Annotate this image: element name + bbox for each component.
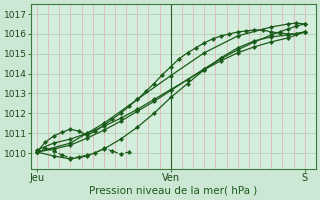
- X-axis label: Pression niveau de la mer( hPa ): Pression niveau de la mer( hPa ): [90, 186, 258, 196]
